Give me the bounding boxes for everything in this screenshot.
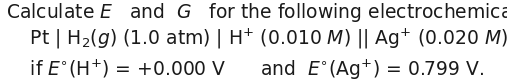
Text: Pt | H$_{2}$($\it{g}$) (1.0 atm) | H$^{+}$ (0.010 $\it{M}$) || Ag$^{+}$ (0.020 $: Pt | H$_{2}$($\it{g}$) (1.0 atm) | H$^{+…	[6, 27, 507, 51]
Text: if $\it{E}$$^{\circ}$(H$^{+}$) = +0.000 V      and  $\it{E}$$^{\circ}$(Ag$^{+}$): if $\it{E}$$^{\circ}$(H$^{+}$) = +0.000 …	[6, 58, 484, 82]
Text: Calculate $\it{E}$   and  $\it{G}$   for the following electrochemical cell at 2: Calculate $\it{E}$ and $\it{G}$ for the …	[6, 2, 507, 24]
